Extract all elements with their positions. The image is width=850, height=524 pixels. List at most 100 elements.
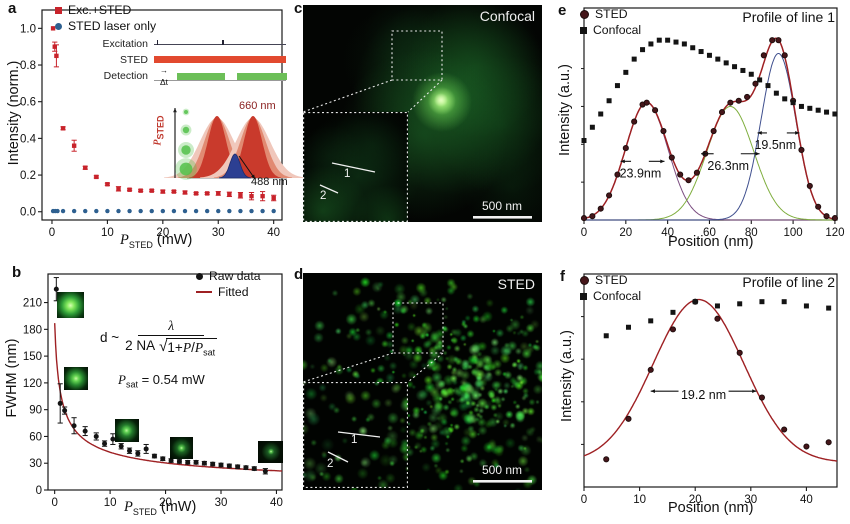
- svg-text:0.2: 0.2: [20, 170, 36, 182]
- b-legend-fitted: Fitted: [196, 284, 261, 300]
- f-legend-confocal: Confocal: [580, 288, 641, 304]
- panel-b-letter: b: [12, 264, 22, 281]
- d-title: STED: [497, 276, 535, 292]
- delta-t-label: → Δt: [154, 67, 174, 89]
- svg-text:40: 40: [661, 227, 674, 239]
- svg-text:26.3nm: 26.3nm: [707, 159, 749, 173]
- psted-p: P: [152, 139, 164, 146]
- formula-den-pre: 2 NA: [125, 337, 156, 353]
- formula-denominator: 2 NA √ 1+P/Psat: [125, 336, 218, 358]
- a-legend: Exc.+STED STED laser only: [55, 2, 156, 34]
- a-xlabel-unit: (mW): [152, 232, 193, 248]
- bead-image-thumbnail: [170, 437, 193, 459]
- e-legend: STED Confocal: [580, 6, 641, 38]
- b-xlabel: PSTED (mW): [124, 499, 196, 517]
- dark-circle-marker-icon: [580, 275, 589, 285]
- c-scale-text: 500 nm: [481, 199, 523, 213]
- b-xlabel-p: P: [124, 499, 133, 515]
- svg-text:30: 30: [212, 227, 225, 239]
- excitation-pulse-train: [154, 36, 288, 52]
- black-square-marker-icon: [580, 26, 587, 34]
- e-legend-confocal: Confocal: [580, 22, 641, 38]
- a-ylabel: Intensity (norm.): [6, 60, 22, 166]
- svg-text:150: 150: [23, 351, 42, 363]
- d-line1-label: 1: [351, 434, 358, 446]
- svg-text:0: 0: [51, 497, 57, 509]
- black-square-marker-icon: [580, 292, 587, 300]
- timing-row-sted: STED: [92, 52, 288, 68]
- bead-image-thumbnail: [258, 441, 283, 463]
- svg-text:0.4: 0.4: [20, 133, 37, 145]
- chart-a-saturation: 0 10 20 30 40 0.0 0.2 0.4 0.6 0.8 1.0: [20, 9, 283, 239]
- bead-image-thumbnail: [57, 292, 84, 318]
- confocal-micrograph: [303, 5, 542, 222]
- svg-text:23.9nm: 23.9nm: [620, 167, 662, 181]
- svg-text:60: 60: [29, 431, 42, 443]
- black-circle-marker-icon: [196, 272, 203, 280]
- delta-t-text: Δt: [159, 77, 169, 87]
- bead-image-thumbnail: [115, 419, 139, 442]
- sted-beam-bar: [154, 52, 288, 68]
- svg-text:0: 0: [49, 227, 55, 239]
- svg-text:20: 20: [159, 497, 172, 509]
- svg-text:19.5nm: 19.5nm: [754, 138, 796, 152]
- svg-text:30: 30: [29, 458, 42, 470]
- f-legend: STED Confocal: [580, 272, 641, 304]
- delta-t-arrow-icon: →: [160, 66, 168, 75]
- svg-text:60: 60: [703, 227, 716, 239]
- timing-label-excitation: Excitation: [102, 38, 148, 50]
- c-title: Confocal: [479, 8, 535, 24]
- detection-baseline: [154, 80, 286, 81]
- formula-numerator: λ: [138, 318, 205, 336]
- d-line2-label: 2: [327, 458, 334, 470]
- d-scale-text: 500 nm: [481, 463, 523, 477]
- excitation-pulse-icon: [156, 39, 159, 45]
- formula-fraction: λ 2 NA √ 1+P/Psat: [125, 318, 218, 358]
- psat-value: Psat = 0.54 mW: [118, 372, 205, 390]
- panel-f-letter: f: [560, 268, 565, 285]
- psted-sub: STED: [155, 115, 166, 140]
- psted-axis-label: PSTED: [153, 115, 166, 145]
- f-title: Profile of line 2: [742, 274, 835, 290]
- chart-e-profile1: 0 20 40 60 80 100 120 23.9nm 26.3nm 19.5nm: [581, 7, 845, 239]
- timing-label-sted: STED: [119, 54, 148, 66]
- timing-row-detection: Detection → Δt: [92, 67, 288, 86]
- f-xlabel: Position (nm): [668, 500, 754, 516]
- sted-bar-icon: [154, 56, 286, 63]
- a-xlabel-sub: STED: [128, 239, 153, 250]
- svg-text:180: 180: [23, 324, 42, 336]
- svg-text:210: 210: [23, 298, 42, 310]
- a-timing-inset: Excitation STED Detection → Δt: [92, 36, 288, 86]
- label-488nm: 488 nm: [251, 176, 288, 188]
- e-legend-label-1: STED: [595, 7, 628, 21]
- svg-text:0.8: 0.8: [20, 60, 36, 72]
- timing-label-detection: Detection: [103, 70, 148, 82]
- c-line2-label: 2: [320, 190, 327, 202]
- formula-radicand: 1+P/Psat: [166, 337, 218, 358]
- f-legend-label-1: STED: [595, 273, 628, 287]
- svg-text:20: 20: [619, 227, 632, 239]
- e-legend-label-2: Confocal: [593, 23, 642, 37]
- e-xlabel: Position (nm): [668, 234, 754, 250]
- svg-text:0: 0: [581, 227, 587, 239]
- f-ylabel: Intensity (a.u.): [559, 330, 575, 422]
- b-ylabel: FWHM (nm): [4, 338, 20, 418]
- svg-text:30: 30: [215, 497, 228, 509]
- svg-text:90: 90: [29, 405, 42, 417]
- chart-f-profile2: 0 10 20 30 40 19.2 nm: [581, 273, 838, 506]
- panel-e-letter: e: [558, 2, 567, 19]
- b-legend-label-2: Fitted: [218, 285, 249, 299]
- detection-gate-bar-icon: [237, 73, 287, 80]
- a-legend-exc-sted: Exc.+STED: [55, 2, 156, 18]
- dark-circle-marker-icon: [580, 9, 589, 19]
- c-line1-label: 1: [344, 168, 351, 180]
- panel-a-letter: a: [8, 0, 17, 17]
- e-legend-sted: STED: [580, 6, 641, 22]
- b-legend-label-1: Raw data: [209, 269, 261, 283]
- a-legend-label-1: Exc.+STED: [68, 3, 132, 17]
- b-legend: Raw data Fitted: [196, 268, 261, 300]
- svg-text:10: 10: [104, 497, 117, 509]
- sted-overlay: [302, 302, 532, 488]
- f-legend-label-2: Confocal: [593, 289, 642, 303]
